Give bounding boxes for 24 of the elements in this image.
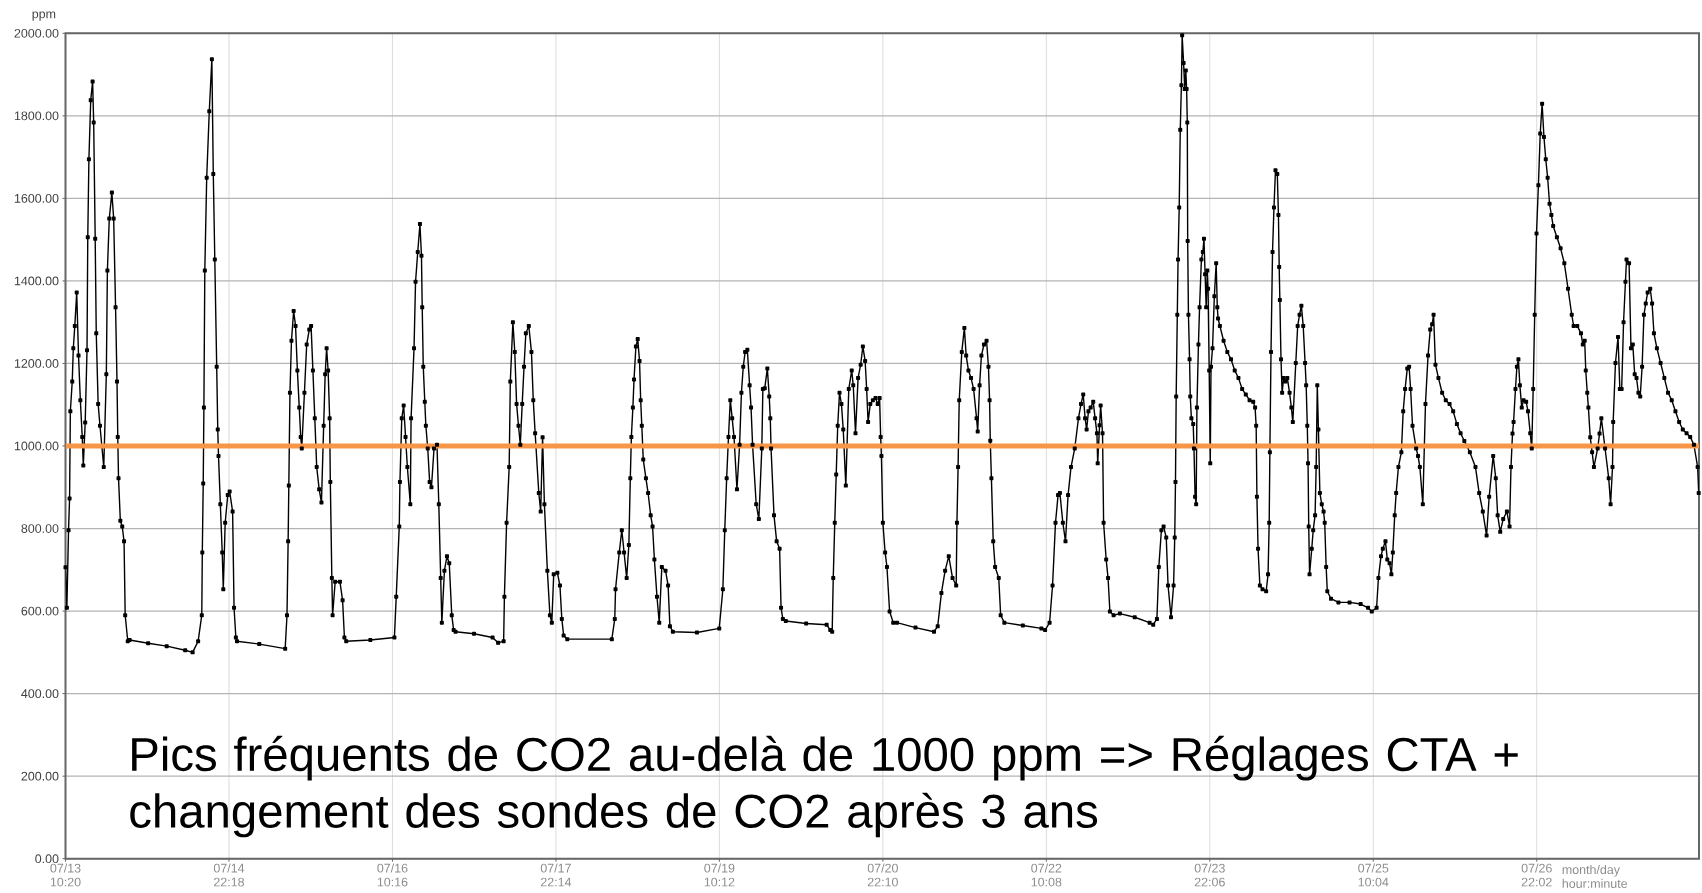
x-tick-label: 07/19 10:12	[704, 863, 735, 887]
y-axis-title: ppm	[32, 11, 56, 21]
x-tick-label: 07/16 10:16	[377, 863, 408, 887]
x-axis-title: month/day hour:minute	[1562, 864, 1628, 888]
x-tick-label: 07/22 10:08	[1031, 863, 1062, 887]
x-tick-label: 07/14 22:18	[213, 863, 245, 887]
x-tick-label: 07/23 22:06	[1194, 863, 1225, 887]
x-tick-label: 07/26 22:02	[1521, 863, 1552, 887]
y-tick-label: 800.00	[21, 524, 59, 533]
y-tick-label: 1200.00	[14, 359, 59, 368]
y-tick-label: 1400.00	[14, 276, 59, 286]
x-tick-label: 07/20 22:10	[867, 863, 898, 887]
y-tick-label: 1600.00	[14, 193, 59, 203]
y-tick-label: 400.00	[21, 689, 59, 699]
y-tick-label: 2000.00	[14, 28, 59, 38]
x-tick-label: 07/13 10:20	[50, 863, 81, 887]
x-tick-label: 07/25 10:04	[1358, 863, 1389, 887]
y-tick-label: 0.00	[35, 854, 59, 864]
y-tick-label: 200.00	[21, 771, 59, 781]
x-tick-label: 07/17 22:14	[540, 863, 572, 887]
annotation: Pics fréquents de CO2 au-delà de 1000 ppm => Réglages CTA + changement des sondes de CO2 après 3 ans	[130, 735, 1518, 838]
y-tick-label: 1800.00	[14, 111, 59, 121]
y-tick-label: 600.00	[21, 606, 59, 616]
y-tick-label: 1000.00	[14, 441, 59, 451]
